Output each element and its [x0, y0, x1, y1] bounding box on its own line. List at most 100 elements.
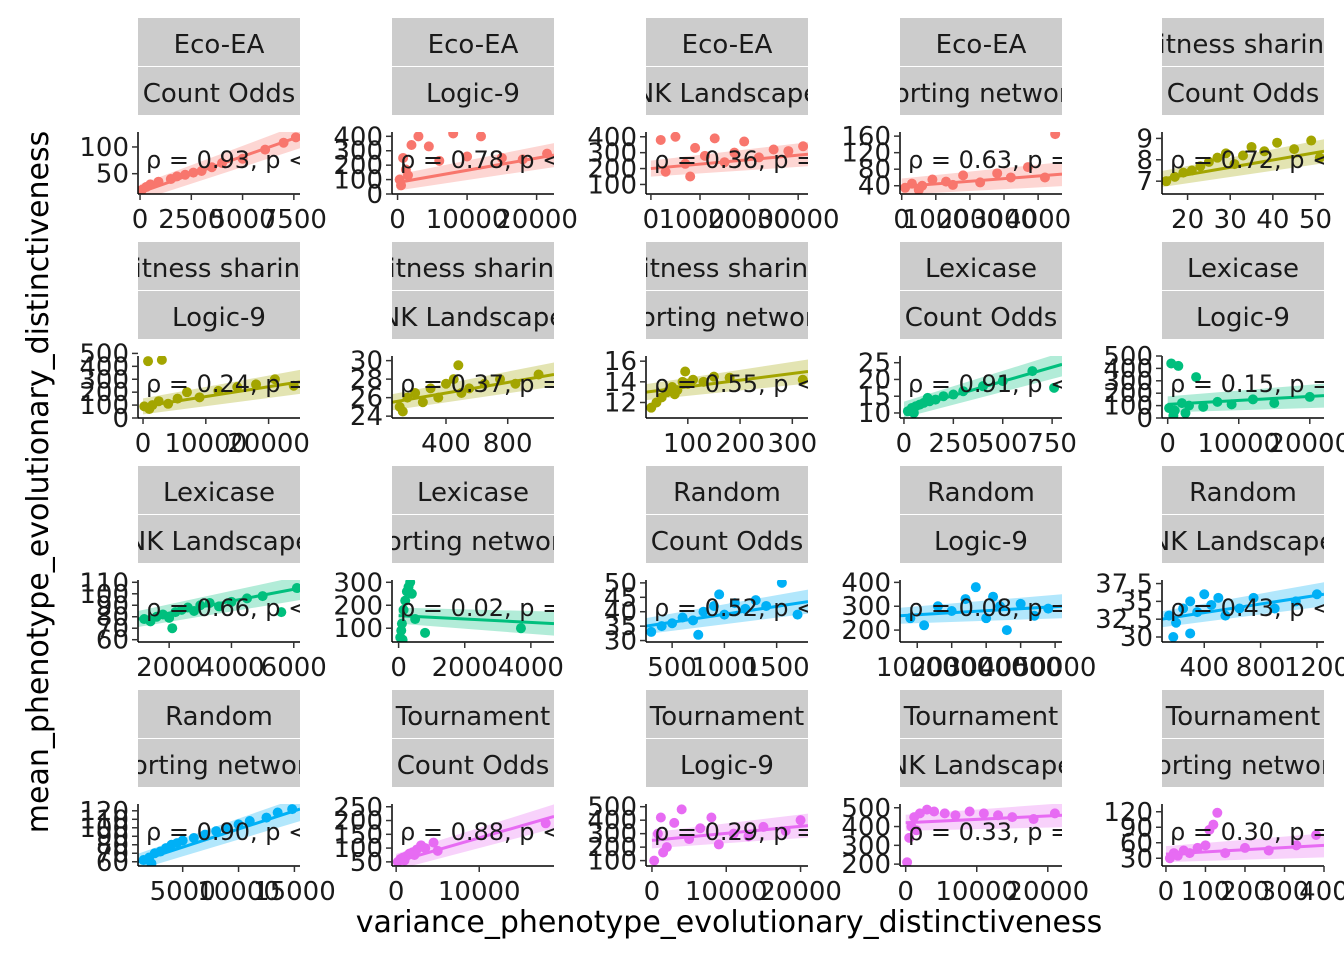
- y-tick-label: 40: [604, 598, 637, 628]
- x-tick-label: 10000: [876, 653, 959, 683]
- x-axis-title: variance_phenotype_evolutionary_distinct…: [356, 905, 1103, 940]
- data-point: [792, 609, 803, 620]
- data-point: [992, 168, 1003, 179]
- y-tick-label: 120: [79, 797, 129, 827]
- data-point: [1212, 152, 1223, 163]
- strip-bottom-bg: [138, 291, 300, 339]
- x-tick-label: 40000: [979, 653, 1062, 683]
- x-tick-label: 20000: [227, 429, 310, 459]
- strip-label-selection: Fitness sharing: [629, 254, 824, 284]
- data-point: [658, 847, 669, 858]
- facet-panel-20: Tournament Sorting network ρ = 0.30, p = 30…: [1103, 690, 1344, 907]
- strip-top-bg: [138, 690, 300, 738]
- data-point: [495, 374, 505, 385]
- regression-line: [651, 824, 808, 842]
- x-tick-label: 4000: [1005, 205, 1071, 235]
- data-point: [708, 371, 719, 382]
- strip-top-bg: [392, 242, 554, 290]
- y-tick-label: 45: [604, 583, 637, 613]
- strip-label-problem: Count Odds: [143, 79, 296, 109]
- correlation-annotation: ρ = 0.90, p <: [146, 818, 308, 846]
- y-tick-label: 30: [1120, 623, 1153, 653]
- data-point: [496, 152, 507, 163]
- data-point: [1248, 592, 1259, 603]
- data-point: [908, 407, 919, 418]
- data-point: [515, 623, 526, 634]
- data-point: [413, 132, 424, 142]
- strip-label-problem: NK Landscape: [381, 303, 565, 333]
- strip-label-problem: Count Odds: [1167, 79, 1320, 109]
- x-tick-label: 500: [978, 429, 1028, 459]
- data-point: [1195, 161, 1206, 172]
- data-point: [695, 823, 706, 834]
- facet-panel-11: Lexicase NK Landscape ρ = 0.66, p < 6070809…: [79, 466, 327, 683]
- y-tick-label: 8: [1136, 146, 1153, 176]
- data-point: [1185, 628, 1196, 639]
- correlation-annotation: ρ = 0.36, p =: [654, 146, 816, 174]
- strip-label-problem: Logic-9: [1196, 303, 1290, 333]
- y-tick-label: 80: [96, 603, 129, 633]
- data-point: [420, 627, 431, 638]
- correlation-annotation: ρ = 0.55, p <: [654, 370, 816, 398]
- x-tick-label: 1000: [903, 205, 969, 235]
- correlation-annotation: ρ = 0.29, p =: [654, 818, 816, 846]
- data-point: [970, 582, 981, 593]
- regression-line: [138, 807, 300, 864]
- y-tick-label: 14: [604, 368, 637, 398]
- data-point: [402, 170, 413, 181]
- data-point: [776, 580, 787, 588]
- regression-line: [395, 814, 554, 864]
- data-point: [713, 839, 724, 850]
- data-point: [448, 374, 459, 385]
- strip-label-selection: Lexicase: [163, 478, 275, 508]
- y-tick-label: 26: [350, 384, 383, 414]
- data-point: [960, 594, 971, 605]
- data-point: [964, 806, 975, 817]
- y-tick-label: 160: [841, 122, 891, 152]
- y-tick-label: 9: [1136, 124, 1153, 154]
- strip-label-selection: Lexicase: [925, 254, 1037, 284]
- strip-label-problem: NK Landscape: [635, 79, 819, 109]
- y-tick-label: 35: [1120, 587, 1153, 617]
- x-tick-label: 10000: [164, 429, 247, 459]
- x-tick-label: 800: [483, 429, 533, 459]
- y-tick-label: 110: [79, 805, 129, 835]
- data-point: [911, 825, 922, 836]
- strip-label-problem: Sorting network: [623, 303, 830, 333]
- y-tick-label: 100: [333, 166, 383, 196]
- x-tick-label: 500: [647, 653, 697, 683]
- y-tick-label: 300: [79, 365, 129, 395]
- facet-panel-19: Tournament NK Landscape ρ = 0.33, p = 20030…: [841, 690, 1089, 907]
- facet-panel-10: Lexicase Logic-9 ρ = 0.15, p = 010020030040…: [1103, 242, 1344, 459]
- x-tick-label: 6000: [261, 653, 327, 683]
- strip-label-problem: NK Landscape: [889, 751, 1073, 781]
- y-tick-label: 200: [841, 616, 891, 646]
- regression-line: [398, 614, 554, 626]
- strip-label-selection: Fitness sharing: [375, 254, 570, 284]
- x-tick-label: 5000: [150, 877, 216, 907]
- strip-label-problem: Count Odds: [397, 751, 550, 781]
- data-point: [398, 604, 409, 615]
- y-tick-label: 50: [604, 569, 637, 599]
- y-tick-label: 200: [841, 850, 891, 880]
- strip-top-bg: [138, 242, 300, 290]
- x-tick-label: 0: [389, 205, 406, 235]
- data-point: [660, 166, 671, 177]
- data-point: [1001, 625, 1012, 636]
- x-tick-label: 10000: [426, 205, 509, 235]
- y-tick-label: 70: [96, 839, 129, 869]
- x-tick-label: 50000: [1014, 653, 1097, 683]
- x-tick-label: 800: [1236, 653, 1286, 683]
- x-tick-label: 20: [1171, 205, 1204, 235]
- data-point: [146, 858, 157, 866]
- y-tick-label: 500: [1103, 342, 1153, 372]
- data-point: [1171, 617, 1182, 628]
- data-point: [795, 815, 806, 826]
- x-tick-label: 10000: [685, 877, 768, 907]
- data-point: [1314, 152, 1324, 163]
- strip-label-selection: Eco-EA: [682, 30, 773, 60]
- y-tick-label: 400: [841, 813, 891, 843]
- data-point: [232, 382, 243, 392]
